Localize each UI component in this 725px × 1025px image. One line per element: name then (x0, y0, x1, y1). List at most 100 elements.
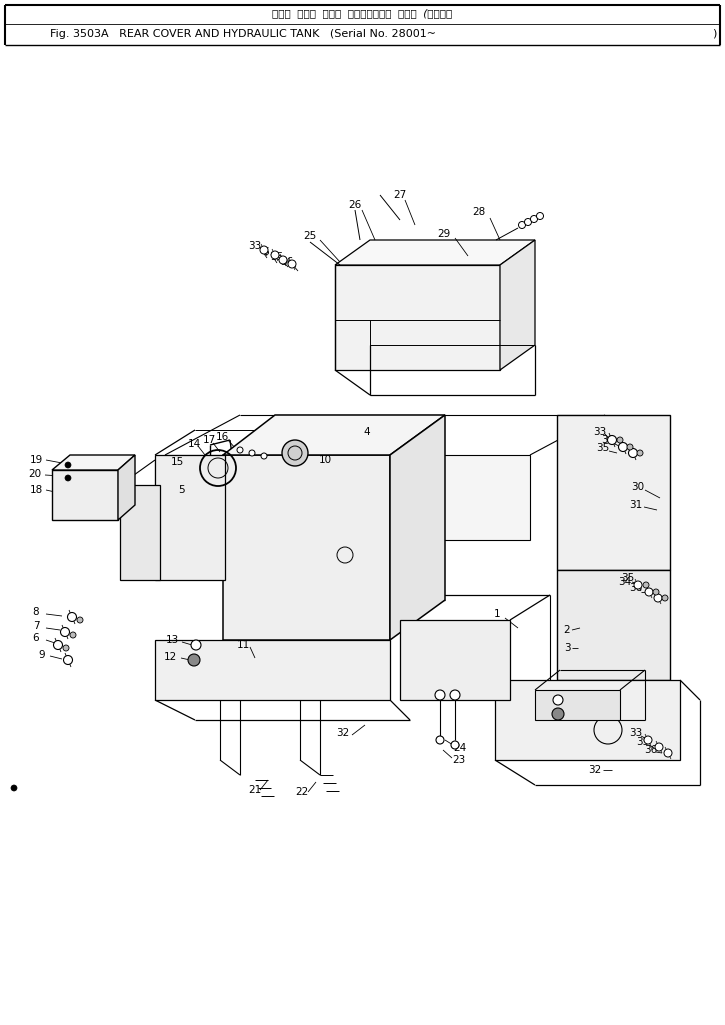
Text: 36: 36 (601, 435, 615, 445)
Circle shape (450, 690, 460, 700)
Text: 35: 35 (270, 252, 283, 262)
Text: 36: 36 (281, 257, 294, 266)
Circle shape (65, 475, 71, 481)
Text: 32: 32 (589, 765, 602, 775)
Text: 3: 3 (563, 643, 571, 653)
Circle shape (77, 617, 83, 623)
Circle shape (54, 641, 62, 650)
Text: 26: 26 (349, 200, 362, 210)
Text: 15: 15 (170, 457, 183, 467)
Text: 31: 31 (629, 500, 642, 510)
Text: 17: 17 (202, 435, 215, 445)
Circle shape (67, 613, 77, 621)
Circle shape (627, 444, 633, 450)
Polygon shape (52, 470, 118, 520)
Text: 19: 19 (30, 455, 43, 465)
Circle shape (191, 640, 201, 650)
Text: 7: 7 (33, 621, 39, 631)
Polygon shape (335, 240, 535, 265)
Text: 9: 9 (38, 650, 45, 660)
Text: ): ) (712, 29, 716, 39)
Circle shape (271, 251, 279, 259)
Text: 33: 33 (629, 728, 642, 738)
Text: 21: 21 (249, 785, 262, 795)
Circle shape (654, 594, 662, 602)
Text: 35: 35 (621, 573, 634, 583)
Text: 6: 6 (33, 633, 39, 643)
Text: 10: 10 (318, 455, 331, 465)
Text: 27: 27 (394, 190, 407, 200)
Text: 28: 28 (473, 207, 486, 217)
Circle shape (644, 736, 652, 744)
Text: 11: 11 (236, 640, 249, 650)
Polygon shape (557, 415, 670, 570)
Polygon shape (390, 415, 445, 640)
Polygon shape (400, 620, 510, 700)
Circle shape (662, 594, 668, 601)
Text: 8: 8 (33, 607, 39, 617)
Circle shape (60, 627, 70, 637)
Polygon shape (165, 455, 530, 540)
Circle shape (249, 450, 255, 456)
Circle shape (237, 447, 243, 453)
Circle shape (629, 449, 637, 457)
Text: 24: 24 (453, 743, 467, 753)
Text: 13: 13 (165, 636, 178, 645)
Text: 4: 4 (364, 427, 370, 437)
Polygon shape (557, 570, 670, 680)
Polygon shape (52, 455, 135, 470)
Text: 33: 33 (593, 427, 607, 437)
Polygon shape (535, 690, 620, 720)
Text: 32: 32 (336, 728, 349, 738)
Text: 22: 22 (295, 787, 309, 797)
Circle shape (634, 581, 642, 589)
Circle shape (645, 588, 653, 596)
Polygon shape (155, 640, 390, 700)
Polygon shape (155, 455, 225, 580)
Circle shape (643, 582, 649, 588)
Text: 6: 6 (262, 247, 269, 257)
Circle shape (608, 436, 616, 445)
Circle shape (70, 632, 76, 638)
Text: 36: 36 (629, 583, 642, 593)
Text: 25: 25 (303, 231, 317, 241)
Circle shape (618, 443, 628, 451)
Polygon shape (223, 455, 390, 640)
Text: 35: 35 (597, 443, 610, 453)
Text: 30: 30 (631, 482, 645, 492)
Circle shape (65, 462, 71, 468)
Text: 16: 16 (215, 432, 228, 442)
Polygon shape (118, 455, 135, 520)
Circle shape (536, 212, 544, 219)
Circle shape (637, 450, 643, 456)
Polygon shape (120, 485, 160, 580)
Text: Fig. 3503A   REAR COVER AND HYDRAULIC TANK   (Serial No. 28001~: Fig. 3503A REAR COVER AND HYDRAULIC TANK… (50, 29, 436, 39)
Text: 5: 5 (178, 485, 186, 495)
Polygon shape (335, 265, 500, 370)
Polygon shape (495, 680, 680, 760)
Text: 23: 23 (452, 755, 465, 765)
Circle shape (524, 218, 531, 226)
Text: 20: 20 (28, 469, 41, 479)
Circle shape (261, 453, 267, 459)
Text: 33: 33 (249, 241, 262, 251)
Circle shape (64, 656, 72, 664)
Circle shape (655, 743, 663, 751)
Text: 12: 12 (163, 652, 177, 662)
Circle shape (435, 690, 445, 700)
Circle shape (553, 695, 563, 705)
Text: 18: 18 (30, 485, 43, 495)
Circle shape (664, 749, 672, 757)
Text: 35: 35 (637, 737, 650, 747)
Circle shape (451, 741, 459, 749)
Text: 14: 14 (187, 439, 201, 449)
Circle shape (436, 736, 444, 744)
Text: 2: 2 (563, 625, 571, 636)
Text: 29: 29 (437, 229, 451, 239)
Polygon shape (223, 415, 445, 455)
Polygon shape (500, 240, 535, 370)
Circle shape (531, 215, 537, 222)
Text: 34: 34 (618, 577, 631, 587)
Circle shape (260, 246, 268, 254)
Circle shape (653, 589, 659, 594)
